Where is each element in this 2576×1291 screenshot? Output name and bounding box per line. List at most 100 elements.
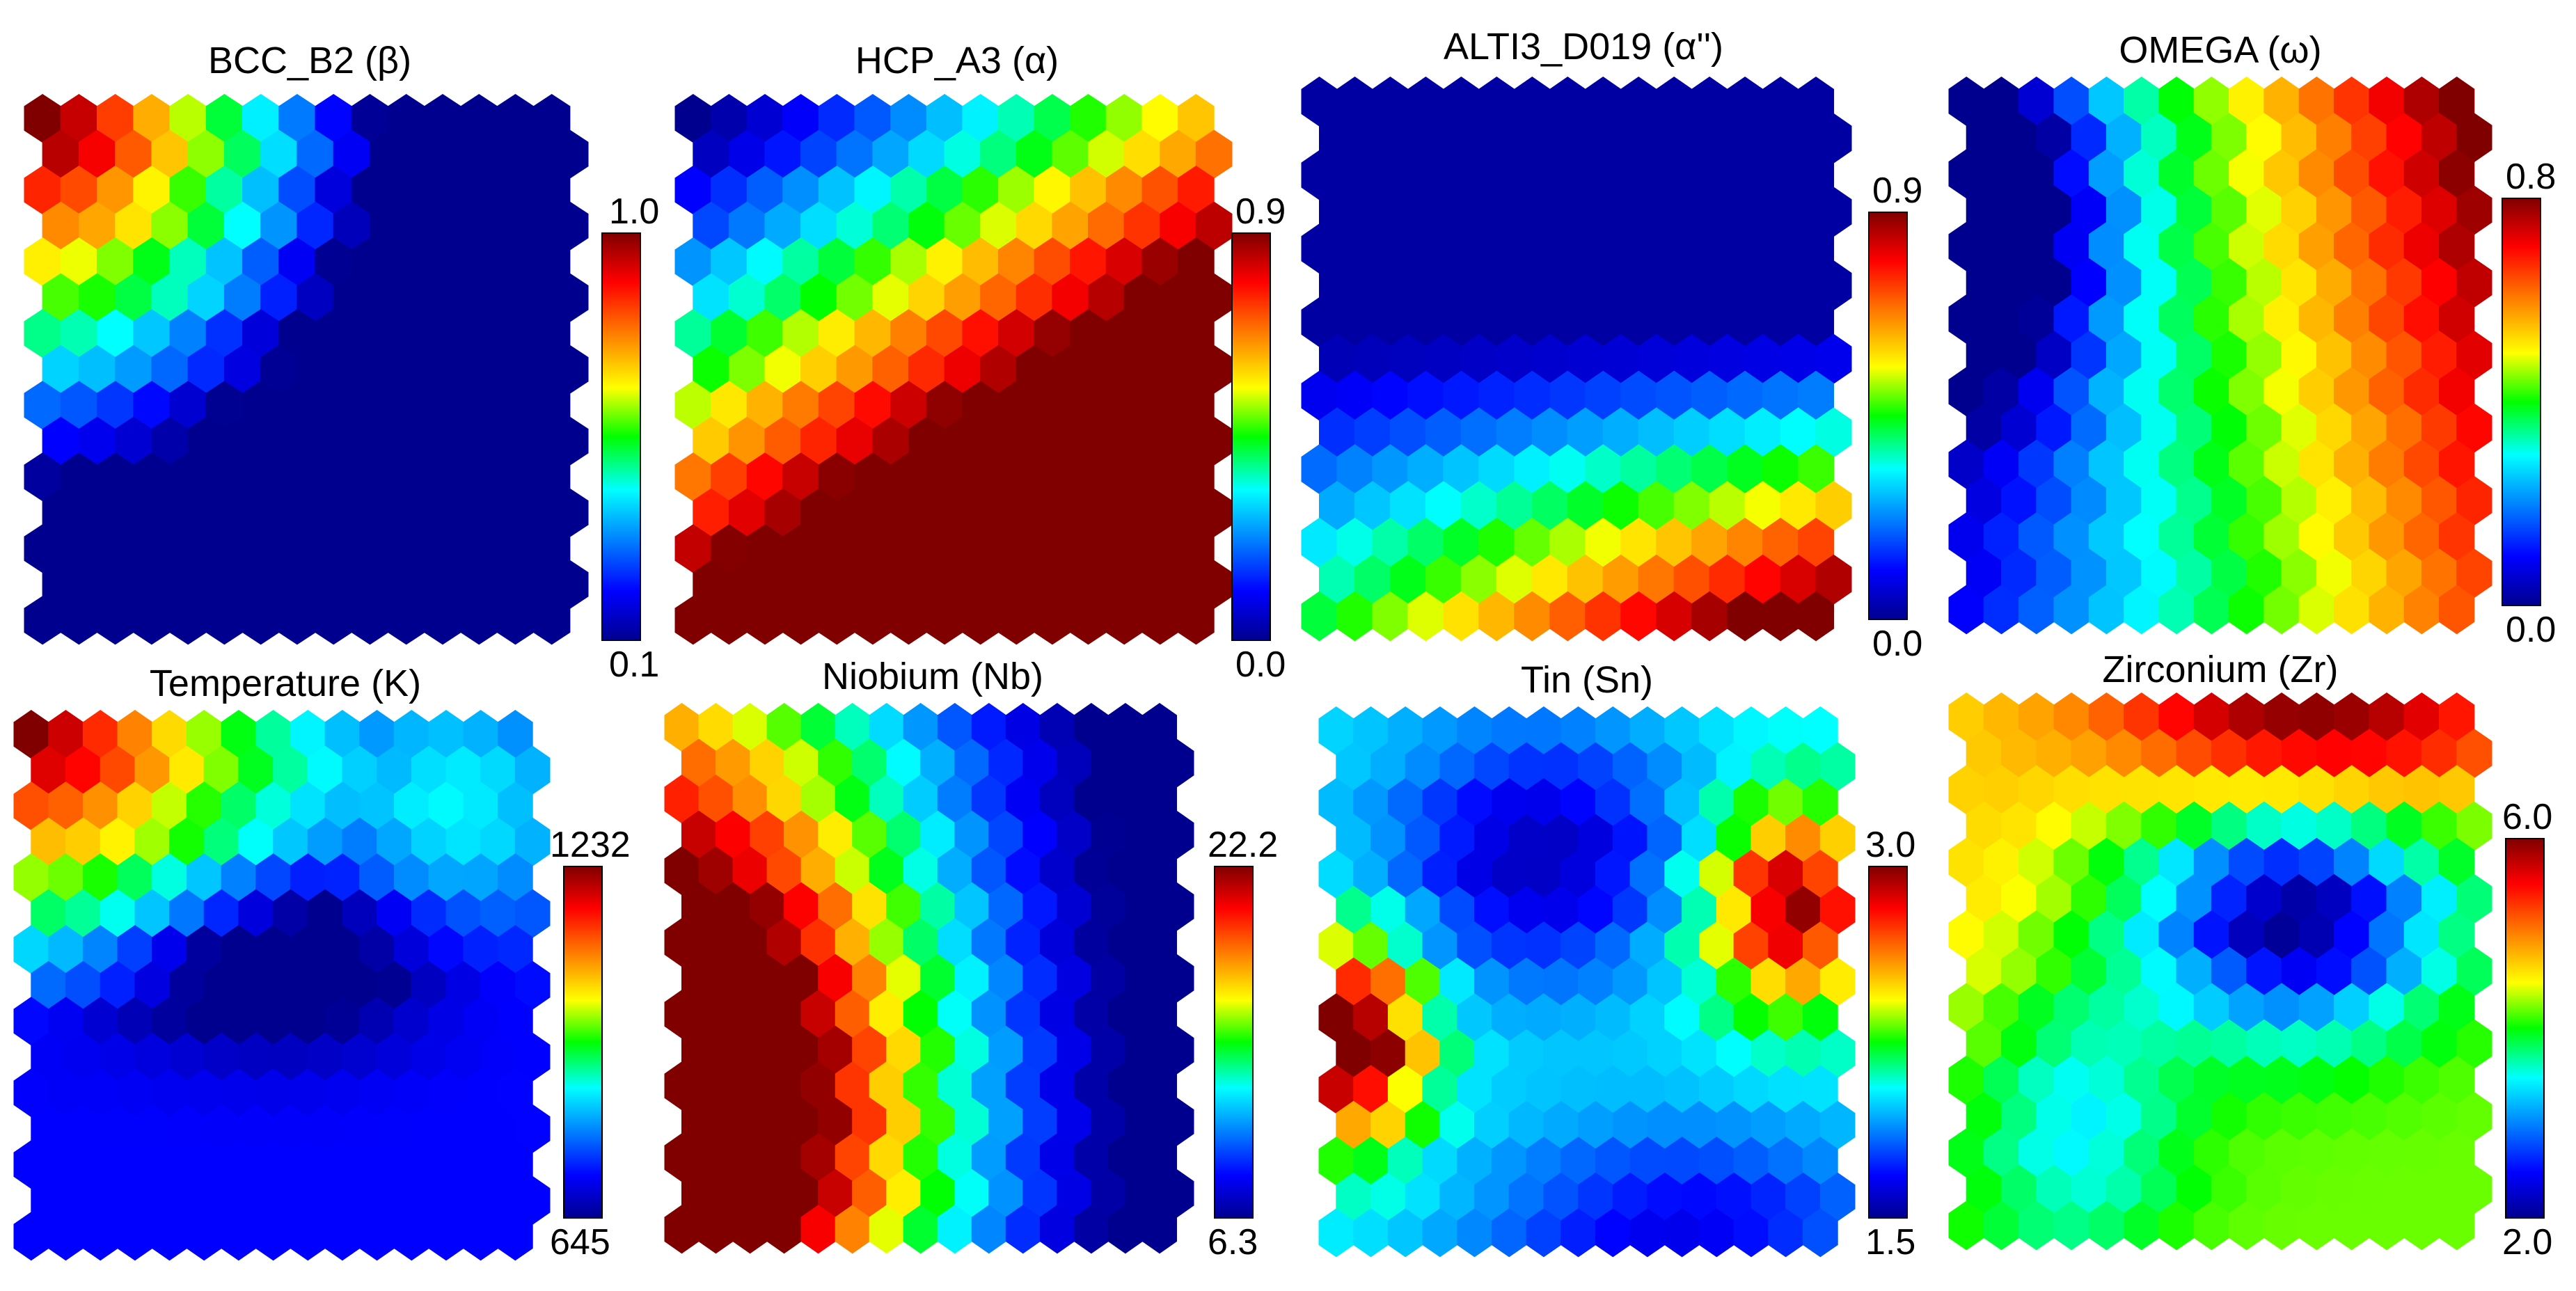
colorbar-min-label: 6.3 (1208, 1222, 1258, 1262)
som-cell (496, 452, 535, 502)
som-cell (836, 488, 874, 537)
som-cell (1647, 742, 1683, 791)
som-cell (1744, 333, 1781, 384)
som-cell (1439, 1172, 1475, 1221)
som-cell (2158, 585, 2195, 635)
som-cell (342, 1032, 378, 1082)
som-cell (1070, 524, 1107, 573)
som-cell (872, 273, 909, 322)
som-cell (2211, 729, 2247, 779)
som-cell (1178, 452, 1215, 502)
som-cell (818, 738, 853, 788)
som-cell (1425, 333, 1462, 384)
som-cell (1005, 703, 1041, 752)
som-cell (388, 381, 425, 430)
som-cell (711, 596, 748, 645)
som-cell (1005, 918, 1041, 967)
som-cell (1629, 850, 1666, 899)
som-cell (1460, 333, 1497, 384)
som-cell (732, 1205, 768, 1254)
som-cell (307, 1032, 343, 1082)
som-cell (1762, 77, 1799, 127)
som-cell (1142, 1133, 1177, 1182)
som-cell (1457, 921, 1492, 971)
som-cell (515, 201, 553, 251)
som-cell (2105, 947, 2142, 997)
som-cell (221, 1140, 257, 1189)
som-cell (2211, 258, 2247, 308)
som-cell (2141, 873, 2177, 924)
som-cell (1142, 918, 1177, 967)
som-cell (926, 381, 963, 430)
som-cell (1301, 591, 1338, 642)
som-cell (2124, 585, 2160, 635)
som-cell (2193, 1128, 2230, 1178)
som-cell (1372, 591, 1409, 642)
som-cell (1682, 885, 1717, 935)
som-cell (78, 488, 116, 537)
som-cell (998, 524, 1035, 573)
som-cell (445, 889, 482, 938)
som-cell (1336, 370, 1373, 421)
som-cell (1966, 475, 2002, 525)
som-cell (1034, 524, 1071, 573)
som-cell (716, 953, 751, 1003)
som-cell (2071, 873, 2107, 924)
som-cell (1474, 1172, 1510, 1221)
som-cell (551, 344, 589, 394)
som-cell (750, 810, 785, 860)
som-cell (152, 710, 187, 759)
som-cell (1780, 260, 1817, 310)
som-cell (1638, 333, 1675, 384)
som-cell (1578, 814, 1613, 863)
som-cell (134, 889, 170, 938)
som-cell (97, 237, 134, 287)
som-cell (1716, 957, 1752, 1006)
som-cell (1052, 488, 1089, 537)
som-cell (1370, 742, 1406, 791)
som-cell (2281, 113, 2317, 163)
som-cell (784, 738, 819, 788)
som-cell (1195, 488, 1233, 537)
som-cell (2439, 1055, 2475, 1105)
som-cell (886, 810, 922, 860)
som-cell (1638, 554, 1675, 605)
som-cell (2403, 149, 2440, 199)
som-cell (1407, 517, 1444, 568)
som-cell (1353, 921, 1389, 971)
som-cell (2263, 77, 2300, 126)
som-cell (1514, 370, 1551, 421)
som-cell (2071, 1019, 2107, 1069)
som-cell (1107, 846, 1143, 896)
som-cell (2369, 837, 2405, 887)
som-cell (359, 997, 395, 1046)
som-cell (290, 1212, 326, 1261)
som-cell (1549, 77, 1586, 127)
som-cell (2439, 837, 2475, 887)
som-cell (1123, 129, 1161, 179)
som-cell (1948, 439, 1984, 489)
som-cell (908, 273, 945, 322)
som-cell (954, 882, 990, 931)
som-cell (1039, 703, 1075, 752)
som-cell (463, 997, 498, 1046)
som-cell (1948, 910, 1984, 960)
som-cell (223, 344, 262, 394)
som-cell (290, 1140, 326, 1189)
som-cell (2386, 548, 2422, 599)
som-cell (2439, 294, 2475, 344)
som-cell (2088, 149, 2125, 199)
som-cell (1425, 554, 1462, 605)
som-cell (1159, 1025, 1194, 1075)
som-cell (732, 846, 768, 896)
som-cell (1178, 309, 1215, 358)
som-cell (31, 817, 66, 866)
som-cell (1439, 742, 1475, 791)
colorbar-min-label: 0.1 (609, 644, 659, 685)
som-cell (290, 925, 326, 974)
som-cell (463, 1212, 498, 1261)
som-cell (24, 524, 61, 573)
som-cell (42, 488, 79, 537)
som-cell (2124, 294, 2160, 344)
som-cell (681, 1097, 716, 1146)
